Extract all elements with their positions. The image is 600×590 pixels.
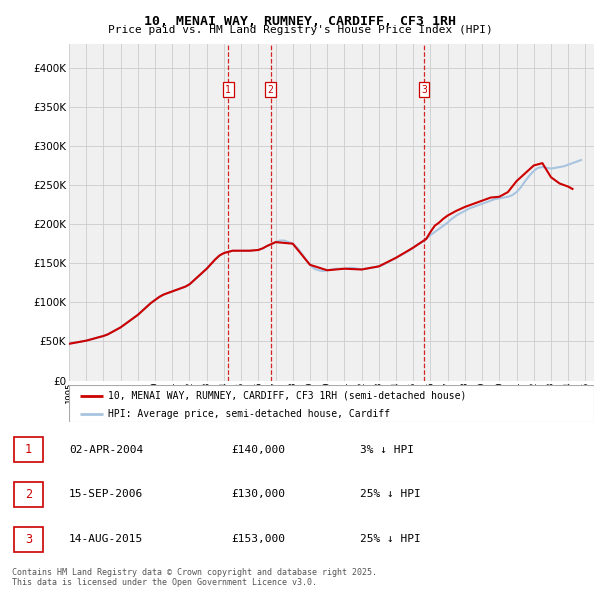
- Text: 14-AUG-2015: 14-AUG-2015: [69, 535, 143, 544]
- Text: 3: 3: [421, 84, 427, 94]
- Text: Contains HM Land Registry data © Crown copyright and database right 2025.
This d: Contains HM Land Registry data © Crown c…: [12, 568, 377, 587]
- Text: £140,000: £140,000: [231, 445, 285, 454]
- Text: 10, MENAI WAY, RUMNEY, CARDIFF, CF3 1RH: 10, MENAI WAY, RUMNEY, CARDIFF, CF3 1RH: [144, 15, 456, 28]
- Text: HPI: Average price, semi-detached house, Cardiff: HPI: Average price, semi-detached house,…: [109, 409, 391, 419]
- Text: 25% ↓ HPI: 25% ↓ HPI: [360, 535, 421, 544]
- Text: 02-APR-2004: 02-APR-2004: [69, 445, 143, 454]
- FancyBboxPatch shape: [14, 526, 43, 552]
- Text: 1: 1: [25, 443, 32, 456]
- Text: Price paid vs. HM Land Registry's House Price Index (HPI): Price paid vs. HM Land Registry's House …: [107, 25, 493, 35]
- Text: 1: 1: [225, 84, 231, 94]
- Text: 25% ↓ HPI: 25% ↓ HPI: [360, 490, 421, 499]
- Text: 2: 2: [268, 84, 274, 94]
- Text: 2: 2: [25, 488, 32, 501]
- Text: 10, MENAI WAY, RUMNEY, CARDIFF, CF3 1RH (semi-detached house): 10, MENAI WAY, RUMNEY, CARDIFF, CF3 1RH …: [109, 391, 467, 401]
- Text: £153,000: £153,000: [231, 535, 285, 544]
- Text: 3: 3: [25, 533, 32, 546]
- Text: £130,000: £130,000: [231, 490, 285, 499]
- FancyBboxPatch shape: [14, 481, 43, 507]
- FancyBboxPatch shape: [69, 385, 594, 422]
- FancyBboxPatch shape: [14, 437, 43, 463]
- Text: 3% ↓ HPI: 3% ↓ HPI: [360, 445, 414, 454]
- Text: 15-SEP-2006: 15-SEP-2006: [69, 490, 143, 499]
